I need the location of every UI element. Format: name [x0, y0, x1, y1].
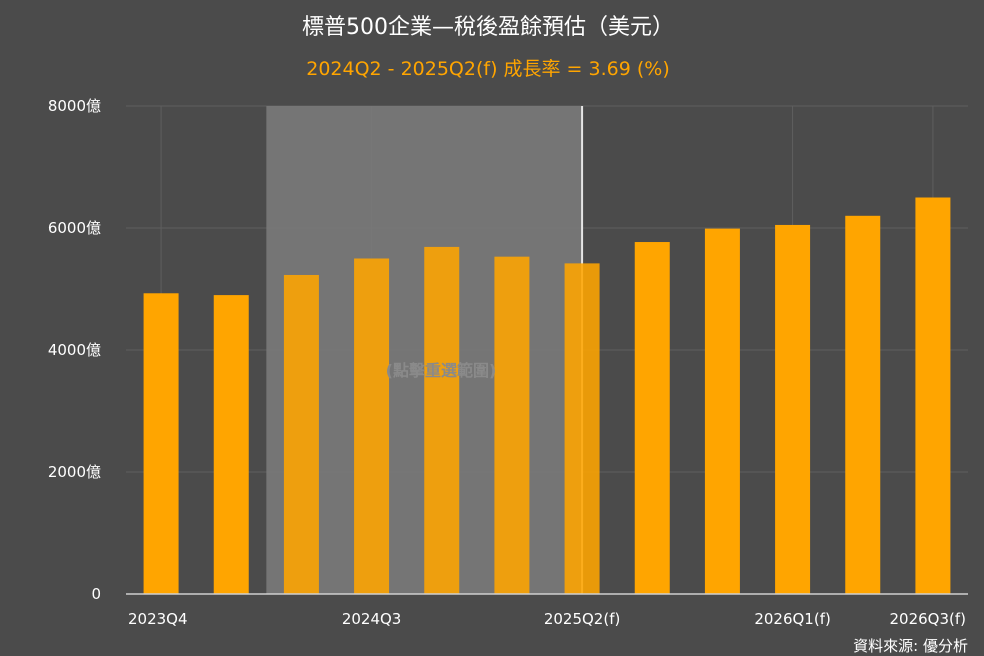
bar-2026Q1(f)[interactable]	[775, 224, 811, 594]
y-tick-label: 2000億	[48, 463, 101, 481]
bar-2023Q4[interactable]	[143, 293, 179, 594]
y-tick-label: 4000億	[48, 341, 101, 359]
x-axis-ticks: 2023Q4 2024Q3 2025Q2(f) 2026Q1(f) 2026Q3(f)	[128, 610, 966, 628]
bar-2024Q4[interactable]	[424, 246, 460, 594]
chart-title: 標普500企業—稅後盈餘預估（美元）	[302, 15, 674, 40]
x-tick-label: 2026Q3(f)	[889, 610, 966, 628]
source-label: 資料來源: 優分析	[853, 637, 968, 655]
bar-2025Q4(f)[interactable]	[704, 228, 740, 595]
y-axis-ticks: 0 2000億 4000億 6000億 8000億	[48, 97, 101, 603]
x-tick-label: 2026Q1(f)	[754, 610, 831, 628]
bar-2024Q3[interactable]	[354, 258, 390, 595]
bar-2025Q1[interactable]	[494, 256, 530, 594]
y-tick-label: 6000億	[48, 219, 101, 237]
bar-2025Q3(f)[interactable]	[634, 242, 670, 594]
x-tick-label: 2024Q3	[342, 610, 402, 628]
bar-2026Q3(f)[interactable]	[915, 197, 951, 595]
x-tick-label: 2023Q4	[128, 610, 188, 628]
reselect-range-hint[interactable]: (點擊重選範圍)	[386, 361, 497, 380]
bar-2024Q1[interactable]	[213, 295, 249, 594]
y-tick-label: 0	[91, 585, 101, 603]
selection-range[interactable]	[266, 106, 583, 594]
x-tick-label: 2025Q2(f)	[544, 610, 621, 628]
bars	[143, 197, 951, 595]
bar-2024Q2[interactable]	[283, 274, 319, 594]
bar-2026Q2(f)[interactable]	[845, 215, 881, 595]
bar-2025Q2(f)[interactable]	[564, 263, 600, 594]
chart-subtitle: 2024Q2 - 2025Q2(f) 成長率 = 3.69 (%)	[306, 58, 670, 80]
y-tick-label: 8000億	[48, 97, 101, 115]
